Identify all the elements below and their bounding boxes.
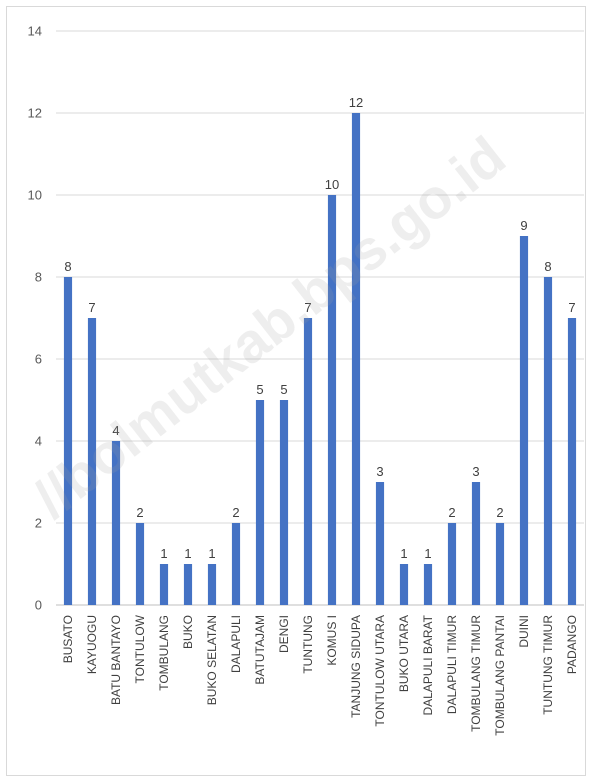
data-label: 1 bbox=[208, 546, 215, 561]
bar bbox=[423, 564, 433, 605]
bar bbox=[183, 564, 193, 605]
data-label: 9 bbox=[520, 218, 527, 233]
y-tick-label: 2 bbox=[35, 516, 42, 531]
x-tick-label: TOMBULANG PANTAI bbox=[493, 615, 507, 736]
x-tick-label: BUKO SELATAN bbox=[205, 615, 219, 705]
x-tick-label: TANJUNG SIDUPA bbox=[349, 615, 363, 718]
data-label: 7 bbox=[568, 300, 575, 315]
y-tick-label: 8 bbox=[35, 270, 42, 285]
data-label: 1 bbox=[160, 546, 167, 561]
y-tick-label: 4 bbox=[35, 434, 42, 449]
bar bbox=[471, 482, 481, 605]
x-tick-label: KAYUOGU bbox=[85, 615, 99, 674]
x-tick-label: TONTULOW bbox=[133, 614, 147, 683]
data-label: 3 bbox=[472, 464, 479, 479]
data-label: 5 bbox=[280, 382, 287, 397]
y-tick-label: 12 bbox=[28, 106, 42, 121]
bar bbox=[495, 523, 505, 605]
x-tick-label: BATUTAJAM bbox=[253, 615, 267, 685]
x-tick-label: DENGI bbox=[277, 615, 291, 653]
bar bbox=[567, 318, 577, 605]
bar bbox=[543, 277, 553, 605]
x-tick-label: BUKO UTARA bbox=[397, 615, 411, 692]
bar bbox=[351, 113, 361, 605]
data-label: 8 bbox=[544, 259, 551, 274]
bar bbox=[447, 523, 457, 605]
bar bbox=[519, 236, 529, 605]
bar bbox=[303, 318, 313, 605]
data-label: 4 bbox=[112, 423, 119, 438]
x-tick-label: TOMBULANG bbox=[157, 615, 171, 691]
x-tick-label: BUSATO bbox=[61, 615, 75, 663]
bar bbox=[159, 564, 169, 605]
y-tick-label: 6 bbox=[35, 352, 42, 367]
x-tick-label: DALAPULI BARAT bbox=[421, 614, 435, 715]
data-label: 8 bbox=[64, 259, 71, 274]
bar bbox=[327, 195, 337, 605]
data-label: 2 bbox=[136, 505, 143, 520]
bar bbox=[231, 523, 241, 605]
chart-area: 0 2 4 6 8 10 12 14 8 BUSATO 7 KAYUOGU 4 BATU BANTAYO 2… bbox=[6, 6, 586, 776]
data-label: 10 bbox=[325, 177, 339, 192]
data-label: 1 bbox=[424, 546, 431, 561]
bar bbox=[207, 564, 217, 605]
x-tick-label: BUKO bbox=[181, 615, 195, 649]
x-tick-label: DALAPULI bbox=[229, 615, 243, 673]
x-tick-label: TONTULOW UTARA bbox=[373, 615, 387, 727]
data-label: 1 bbox=[400, 546, 407, 561]
x-tick-label: DUINI bbox=[517, 615, 531, 648]
bar bbox=[255, 400, 265, 605]
x-tick-label: BATU BANTAYO bbox=[109, 615, 123, 705]
x-tick-label: TOMBULANG TIMUR bbox=[469, 615, 483, 732]
data-label: 2 bbox=[448, 505, 455, 520]
y-tick-label: 14 bbox=[28, 24, 42, 39]
bar bbox=[279, 400, 289, 605]
bar bbox=[63, 277, 73, 605]
data-label: 7 bbox=[304, 300, 311, 315]
y-tick-label: 0 bbox=[35, 598, 42, 613]
data-label: 3 bbox=[376, 464, 383, 479]
data-label: 5 bbox=[256, 382, 263, 397]
x-tick-label: TUNTUNG TIMUR bbox=[541, 615, 555, 715]
y-tick-label: 10 bbox=[28, 188, 42, 203]
data-label: 2 bbox=[496, 505, 503, 520]
x-tick-label: DALAPULI TIMUR bbox=[445, 615, 459, 714]
x-tick-label: PADANGO bbox=[565, 615, 579, 674]
data-label: 1 bbox=[184, 546, 191, 561]
data-label: 12 bbox=[349, 95, 363, 110]
data-label: 7 bbox=[88, 300, 95, 315]
x-tick-label: KOMUS I bbox=[325, 615, 339, 666]
bar bbox=[111, 441, 121, 605]
bar bbox=[87, 318, 97, 605]
bar bbox=[375, 482, 385, 605]
bar bbox=[135, 523, 145, 605]
x-tick-label: TUNTUNG bbox=[301, 615, 315, 674]
bar bbox=[399, 564, 409, 605]
data-label: 2 bbox=[232, 505, 239, 520]
